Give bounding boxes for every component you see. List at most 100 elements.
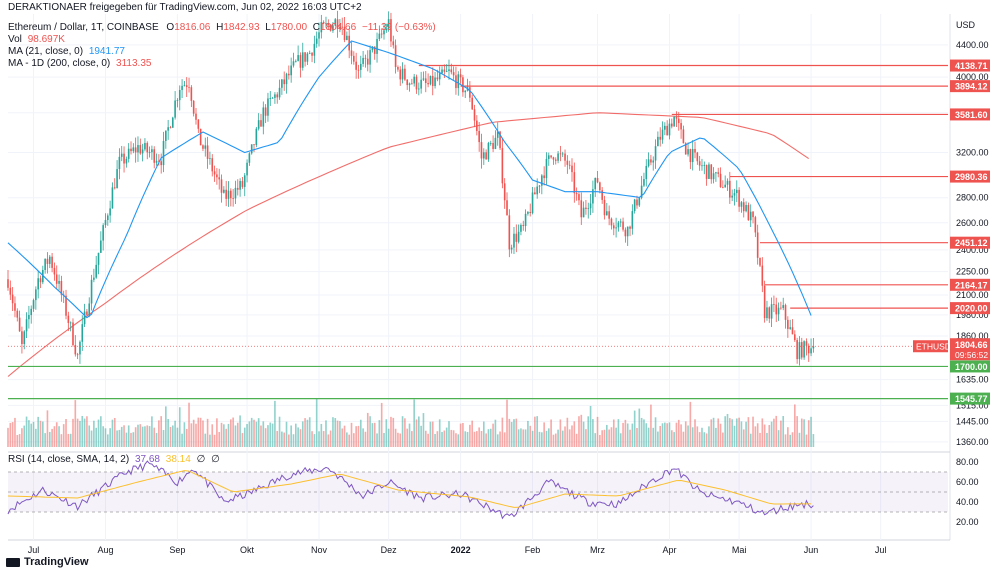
volume-bar [729, 418, 731, 447]
time-tick-label: Nov [311, 545, 328, 555]
volume-bar [327, 434, 330, 447]
candle-body [90, 279, 93, 304]
volume-bar [239, 415, 241, 447]
volume-bar [585, 429, 587, 447]
volume-bar [225, 428, 227, 447]
volume-bar [582, 421, 585, 447]
volume-bar [436, 431, 439, 447]
volume-bar [643, 419, 645, 447]
bar-countdown: 09:56:52 [955, 350, 988, 360]
candle-body [798, 342, 801, 360]
candle-body [283, 79, 286, 85]
volume-bar [16, 434, 19, 447]
candle-body [250, 144, 253, 154]
volume-bar [35, 428, 37, 447]
price-tick-label: 4000.00 [956, 72, 989, 82]
candle-body [206, 145, 209, 159]
volume-bar [11, 422, 14, 447]
candle-body [812, 346, 815, 349]
candle-body [111, 187, 114, 209]
candle-body [290, 65, 292, 76]
candle-body [153, 149, 156, 163]
candle-body [626, 226, 629, 237]
volume-bar [76, 418, 79, 447]
support-tag [950, 392, 990, 405]
volume-bar [807, 420, 810, 447]
volume-bar [691, 427, 694, 447]
volume-bar [364, 431, 367, 447]
volume-bar [227, 423, 230, 447]
candle-body [434, 77, 436, 87]
candle-body [476, 120, 478, 131]
volume-bar [645, 423, 648, 447]
volume-bar [197, 417, 200, 447]
candle-body [253, 144, 255, 146]
volume-bar [371, 423, 374, 447]
candle-body [796, 340, 798, 360]
ma200-value: 3113.35 [116, 58, 152, 69]
volume-bar [422, 413, 425, 447]
volume-bar [148, 426, 151, 447]
candle-body [88, 303, 91, 315]
volume-bar [622, 422, 624, 447]
candle-body [146, 142, 149, 153]
candle-body [659, 136, 662, 140]
volume-bar [350, 422, 353, 447]
volume-bar [81, 415, 84, 447]
candle-body [791, 327, 794, 335]
ma21-value: 1941.77 [88, 46, 125, 57]
candle-body [487, 143, 490, 160]
volume-bar [434, 434, 436, 447]
volume-bar [60, 434, 63, 447]
volume-bar [271, 423, 274, 447]
candle-body [81, 324, 84, 342]
rsi-label[interactable]: RSI (14, close, SMA, 14, 2) [8, 454, 130, 465]
volume-bar [325, 420, 327, 447]
resistance-tag [950, 80, 990, 93]
symbol-name[interactable]: Ethereum / Dollar, 1T, COINBASE [8, 22, 159, 33]
volume-bar [638, 408, 641, 447]
volume-label[interactable]: Vol [8, 34, 22, 45]
volume-bar [346, 432, 348, 447]
candle-body [339, 26, 341, 29]
resistance-label: 3894.12 [955, 82, 988, 92]
candle-body [167, 127, 169, 131]
candle-body [773, 304, 775, 305]
candle-body [705, 164, 708, 179]
volume-bar [603, 429, 606, 447]
rsi-sma-value: 38.14 [165, 454, 191, 465]
level-lines [8, 64, 948, 400]
candle-body [749, 211, 752, 221]
volume-bar [489, 428, 492, 447]
volume-bar [281, 431, 283, 447]
volume-bar [413, 399, 415, 447]
candle-body [130, 148, 132, 152]
candle-body [25, 319, 28, 332]
ma21-label[interactable]: MA (21, close, 0) [8, 46, 84, 57]
candle-body [79, 341, 81, 355]
candle-body [39, 278, 42, 283]
candle-body [429, 75, 432, 85]
candle-body [677, 118, 680, 124]
tradingview-logo[interactable]: TradingView [6, 556, 89, 568]
candle-body [420, 79, 422, 89]
volume-bar [109, 428, 111, 447]
candle-body [615, 227, 617, 229]
candle-body [294, 60, 297, 62]
candle-body [392, 41, 395, 46]
volume-bar [698, 432, 701, 447]
volume-bar [301, 421, 304, 447]
resistance-tag [950, 302, 990, 315]
volume-bar [592, 419, 594, 447]
ma200-label[interactable]: MA - 1D (200, close, 0) [8, 58, 111, 69]
volume-bar [482, 421, 485, 447]
candle-body [413, 76, 415, 84]
candle-body [554, 159, 557, 161]
candle-body [564, 153, 566, 161]
resistance-label: 2980.36 [955, 172, 988, 182]
volume-bar [424, 430, 427, 447]
volume-bar [169, 426, 172, 447]
volume-bar [385, 419, 388, 447]
candle-body [735, 189, 738, 194]
